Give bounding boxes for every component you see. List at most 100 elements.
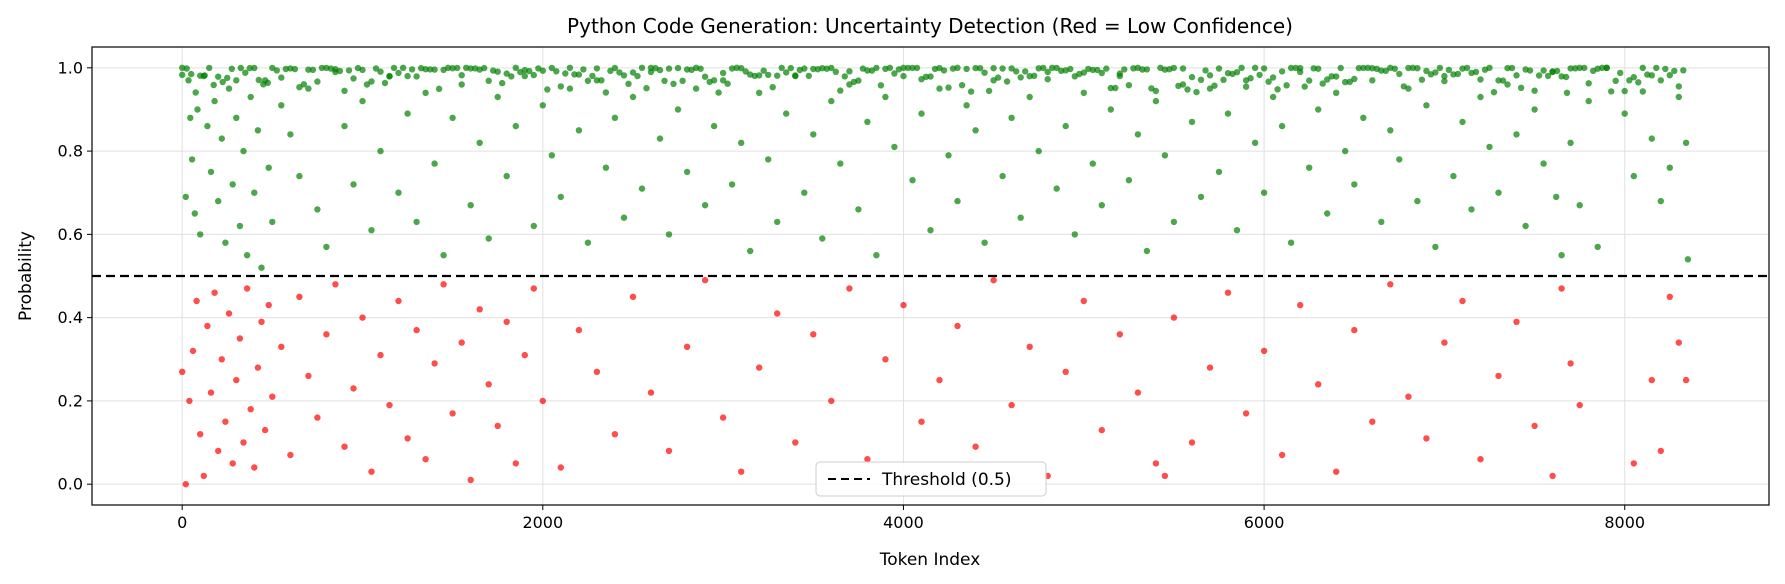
high-confidence-point xyxy=(251,64,258,72)
high-confidence-point xyxy=(1121,66,1128,73)
high-confidence-point xyxy=(1342,78,1349,86)
high-confidence-point xyxy=(629,69,637,76)
high-confidence-point xyxy=(593,65,601,72)
high-confidence-point xyxy=(485,235,492,242)
high-confidence-point xyxy=(832,68,839,76)
high-confidence-point xyxy=(1287,239,1295,246)
low-confidence-point xyxy=(1423,435,1430,442)
high-confidence-point xyxy=(909,177,916,184)
high-confidence-point xyxy=(210,81,217,89)
data-points xyxy=(179,64,1692,488)
high-confidence-point xyxy=(269,218,276,226)
high-confidence-point xyxy=(1242,77,1250,84)
high-confidence-point xyxy=(454,64,461,72)
high-confidence-point xyxy=(756,72,763,79)
high-confidence-point xyxy=(774,218,781,226)
high-confidence-point xyxy=(1269,93,1277,101)
high-confidence-point xyxy=(1490,89,1498,96)
high-confidence-point xyxy=(1540,160,1547,167)
low-confidence-point xyxy=(269,393,276,400)
low-confidence-point xyxy=(936,376,943,384)
low-confidence-point xyxy=(1549,472,1556,480)
high-confidence-point xyxy=(1278,122,1286,130)
high-confidence-point xyxy=(927,227,934,234)
high-confidence-point xyxy=(1098,202,1106,209)
high-confidence-point xyxy=(1125,177,1133,184)
high-confidence-point xyxy=(801,189,808,196)
x-tick-label: 0 xyxy=(177,513,187,532)
low-confidence-point xyxy=(218,356,225,363)
high-confidence-point xyxy=(638,185,646,192)
high-confidence-point xyxy=(1387,127,1394,134)
low-confidence-point xyxy=(1495,372,1502,380)
high-confidence-point xyxy=(1274,86,1281,93)
high-confidence-point xyxy=(1567,139,1574,146)
low-confidence-point xyxy=(377,351,384,359)
high-confidence-point xyxy=(476,139,483,146)
high-confidence-point xyxy=(774,72,781,79)
low-confidence-point xyxy=(254,364,262,371)
x-axis-label: Token Index xyxy=(879,550,981,570)
low-confidence-point xyxy=(882,356,889,363)
high-confidence-point xyxy=(467,202,474,209)
high-confidence-point xyxy=(553,68,560,75)
high-confidence-point xyxy=(526,67,533,75)
high-confidence-point xyxy=(602,89,610,96)
high-confidence-point xyxy=(1617,69,1624,77)
low-confidence-point xyxy=(792,439,799,446)
high-confidence-point xyxy=(1107,84,1115,92)
high-confidence-point xyxy=(449,114,456,122)
high-confidence-point xyxy=(1306,164,1313,171)
high-confidence-point xyxy=(1017,74,1024,81)
high-confidence-point xyxy=(368,78,375,85)
high-confidence-point xyxy=(683,168,691,176)
high-confidence-point xyxy=(710,122,718,130)
low-confidence-point xyxy=(287,451,294,459)
high-confidence-point xyxy=(1188,118,1196,126)
low-confidence-point xyxy=(1459,297,1466,305)
high-confidence-point xyxy=(1666,72,1674,79)
low-confidence-point xyxy=(440,281,447,288)
low-confidence-point xyxy=(233,376,240,384)
low-confidence-point xyxy=(1387,281,1394,288)
high-confidence-point xyxy=(341,122,348,130)
high-confidence-point xyxy=(237,64,244,72)
high-confidence-point xyxy=(940,67,948,74)
high-confidence-point xyxy=(431,160,438,167)
low-confidence-point xyxy=(225,310,233,317)
high-confidence-point xyxy=(494,68,501,75)
high-confidence-point xyxy=(246,64,253,72)
low-confidence-point xyxy=(701,277,709,284)
x-tick-label: 2000 xyxy=(522,513,563,532)
low-confidence-point xyxy=(278,343,285,350)
high-confidence-point xyxy=(638,64,646,72)
high-confidence-point xyxy=(287,131,294,138)
high-confidence-point xyxy=(742,68,749,75)
high-confidence-point xyxy=(408,66,416,73)
low-confidence-point xyxy=(413,326,420,334)
high-confidence-point xyxy=(783,110,790,117)
high-confidence-point xyxy=(350,75,357,82)
low-confidence-point xyxy=(422,456,429,463)
high-confidence-point xyxy=(1517,84,1525,92)
high-confidence-point xyxy=(1360,64,1367,72)
high-confidence-point xyxy=(1630,172,1638,180)
high-confidence-point xyxy=(1599,64,1606,72)
high-confidence-point xyxy=(611,64,619,72)
high-confidence-point xyxy=(296,172,303,180)
high-confidence-point xyxy=(1562,73,1570,81)
high-confidence-point xyxy=(1067,65,1074,73)
high-confidence-point xyxy=(967,88,975,95)
low-confidence-point xyxy=(1657,447,1665,455)
high-confidence-point xyxy=(1301,83,1308,90)
high-confidence-point xyxy=(1188,73,1196,81)
high-confidence-point xyxy=(778,64,785,72)
high-confidence-point xyxy=(575,71,583,78)
high-confidence-point xyxy=(1143,247,1151,255)
high-confidence-point xyxy=(1432,69,1439,76)
y-tick-label: 0.6 xyxy=(58,225,83,244)
high-confidence-point xyxy=(404,110,411,117)
legend: Threshold (0.5) xyxy=(815,461,1047,497)
low-confidence-point xyxy=(404,435,411,442)
